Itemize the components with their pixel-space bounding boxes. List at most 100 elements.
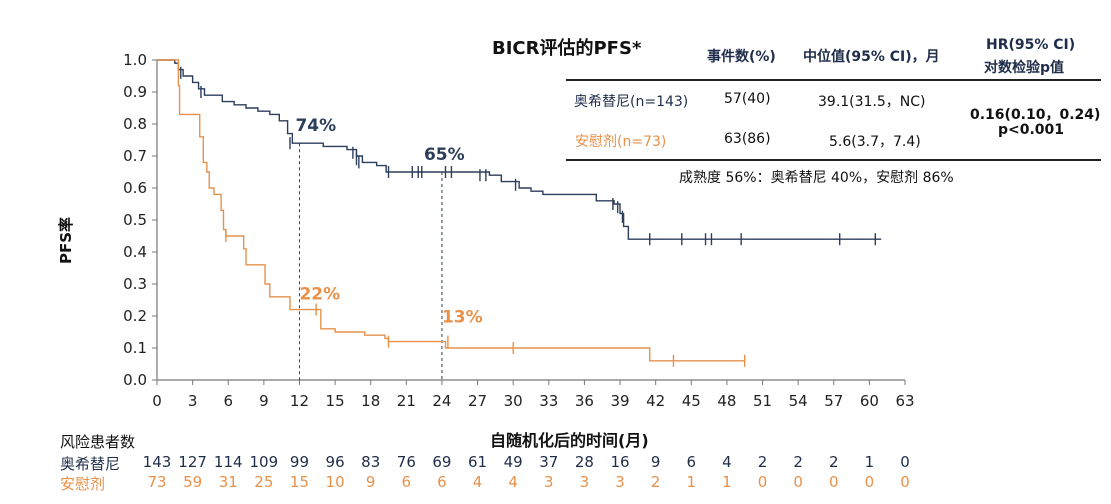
col-header-hr-2: 对数检验p值 bbox=[984, 60, 1065, 76]
risk-count: 4 bbox=[722, 453, 732, 471]
annotation-label: 22% bbox=[299, 285, 340, 305]
km-curve-placebo bbox=[157, 59, 745, 362]
risk-count: 0 bbox=[864, 473, 875, 491]
row-events-placebo: 63(86) bbox=[724, 131, 771, 147]
x-tick-label: 24 bbox=[432, 392, 451, 410]
x-tick-label: 6 bbox=[223, 392, 233, 410]
x-tick-label: 36 bbox=[575, 392, 594, 410]
risk-count: 69 bbox=[432, 453, 452, 471]
x-tick-label: 39 bbox=[611, 392, 630, 410]
risk-count: 83 bbox=[361, 453, 381, 471]
annotation-label: 65% bbox=[424, 145, 465, 165]
risk-count: 2 bbox=[793, 453, 803, 471]
risk-count: 49 bbox=[503, 453, 523, 471]
panel-title: BICR评估的PFS* bbox=[492, 38, 642, 59]
risk-count: 73 bbox=[147, 473, 167, 491]
risk-table-title: 风险患者数 bbox=[60, 433, 136, 451]
y-axis-label: PFS率 bbox=[57, 216, 76, 265]
maturity-note: 成熟度 56%：奥希替尼 40%，安慰剂 86% bbox=[679, 170, 954, 186]
col-header-median: 中位值(95% CI)，月 bbox=[803, 49, 940, 65]
risk-count: 3 bbox=[579, 473, 590, 491]
y-tick-label: 0.7 bbox=[123, 147, 147, 165]
x-tick-label: 48 bbox=[717, 392, 736, 410]
risk-count: 28 bbox=[574, 453, 594, 471]
axes: 0.00.10.20.30.40.50.60.70.80.91.00 3 6 9 12 1… bbox=[123, 51, 914, 410]
risk-count: 6 bbox=[686, 453, 697, 471]
x-tick-label: 21 bbox=[397, 392, 416, 410]
annotation-label: 13% bbox=[442, 307, 483, 327]
risk-count: 3 bbox=[615, 473, 625, 491]
x-tick-label: 33 bbox=[539, 392, 558, 410]
reference-lines bbox=[298, 143, 443, 380]
risk-count: 10 bbox=[325, 473, 345, 491]
risk-count: 1 bbox=[864, 453, 875, 471]
p-value: p<0.001 bbox=[998, 122, 1065, 138]
risk-count: 15 bbox=[289, 473, 310, 491]
risk-count: 2 bbox=[757, 453, 768, 471]
x-tick-label: 0 bbox=[152, 392, 162, 410]
x-tick-label: 9 bbox=[259, 392, 269, 410]
risk-count: 1 bbox=[686, 473, 697, 491]
risk-count: 9 bbox=[650, 453, 661, 471]
risk-count: 0 bbox=[828, 473, 839, 491]
y-tick-label: 0.6 bbox=[123, 179, 147, 197]
risk-count: 37 bbox=[539, 453, 559, 471]
col-header-hr-1: HR(95% CI) bbox=[986, 37, 1076, 53]
risk-count: 127 bbox=[178, 453, 207, 471]
risk-count: 2 bbox=[650, 473, 661, 491]
x-tick-label: 3 bbox=[188, 392, 198, 410]
risk-count: 0 bbox=[757, 473, 768, 491]
risk-count: 0 bbox=[793, 473, 803, 491]
x-tick-label: 12 bbox=[290, 392, 309, 410]
risk-count: 0 bbox=[900, 453, 910, 471]
row-name-placebo: 安慰剂(n=73) bbox=[575, 134, 667, 150]
risk-count: 109 bbox=[249, 453, 279, 471]
annotation-label: 74% bbox=[295, 116, 336, 136]
risk-count: 6 bbox=[401, 473, 412, 491]
annotations: 74% 65% 22% 13% bbox=[295, 116, 482, 327]
risk-count: 76 bbox=[396, 453, 416, 471]
x-tick-label: 27 bbox=[468, 392, 487, 410]
row-median-placebo: 5.6(3.7，7.4) bbox=[829, 134, 921, 150]
x-axis-label: 自随机化后的时间(月) bbox=[490, 431, 649, 450]
x-tick-label: 15 bbox=[326, 392, 345, 410]
risk-count: 99 bbox=[289, 453, 310, 471]
table-bottom-rule bbox=[566, 159, 1101, 161]
risk-count: 6 bbox=[437, 473, 447, 491]
y-tick-label: 0.4 bbox=[123, 243, 147, 261]
risk-count: 16 bbox=[610, 453, 630, 471]
row-median-osimertinib: 39.1(31.5，NC) bbox=[818, 94, 926, 110]
x-tick-label: 18 bbox=[361, 392, 380, 410]
x-tick-label: 63 bbox=[895, 392, 914, 410]
x-tick-label: 51 bbox=[753, 392, 772, 410]
risk-count: 31 bbox=[218, 473, 238, 491]
risk-count: 3 bbox=[544, 473, 554, 491]
risk-count: 1 bbox=[722, 473, 732, 491]
risk-count: 61 bbox=[468, 453, 488, 471]
col-header-events: 事件数(%) bbox=[707, 49, 776, 65]
risk-count: 2 bbox=[828, 453, 839, 471]
risk-count: 25 bbox=[254, 473, 274, 491]
y-tick-label: 1.0 bbox=[123, 51, 147, 69]
y-tick-label: 0.2 bbox=[123, 307, 147, 325]
curves bbox=[157, 59, 882, 367]
risk-count: 4 bbox=[508, 473, 518, 491]
row-events-osimertinib: 57(40) bbox=[724, 91, 771, 107]
risk-count: 114 bbox=[213, 453, 243, 471]
risk-count: 59 bbox=[183, 473, 203, 491]
y-tick-label: 0.1 bbox=[123, 339, 147, 357]
risk-label-placebo: 安慰剂 bbox=[60, 475, 106, 493]
x-tick-label: 57 bbox=[824, 392, 843, 410]
hr-value: 0.16(0.10，0.24) bbox=[970, 107, 1101, 123]
x-tick-label: 54 bbox=[789, 392, 808, 410]
x-tick-label: 42 bbox=[646, 392, 665, 410]
risk-label-osimertinib: 奥希替尼 bbox=[60, 455, 121, 473]
x-tick-label: 30 bbox=[504, 392, 523, 410]
y-tick-label: 0.0 bbox=[123, 371, 147, 389]
y-tick-label: 0.3 bbox=[123, 275, 147, 293]
row-name-osimertinib: 奥希替尼(n=143) bbox=[574, 94, 689, 110]
x-tick-label: 45 bbox=[682, 392, 701, 410]
risk-count: 96 bbox=[325, 453, 345, 471]
risk-count: 143 bbox=[142, 453, 172, 471]
